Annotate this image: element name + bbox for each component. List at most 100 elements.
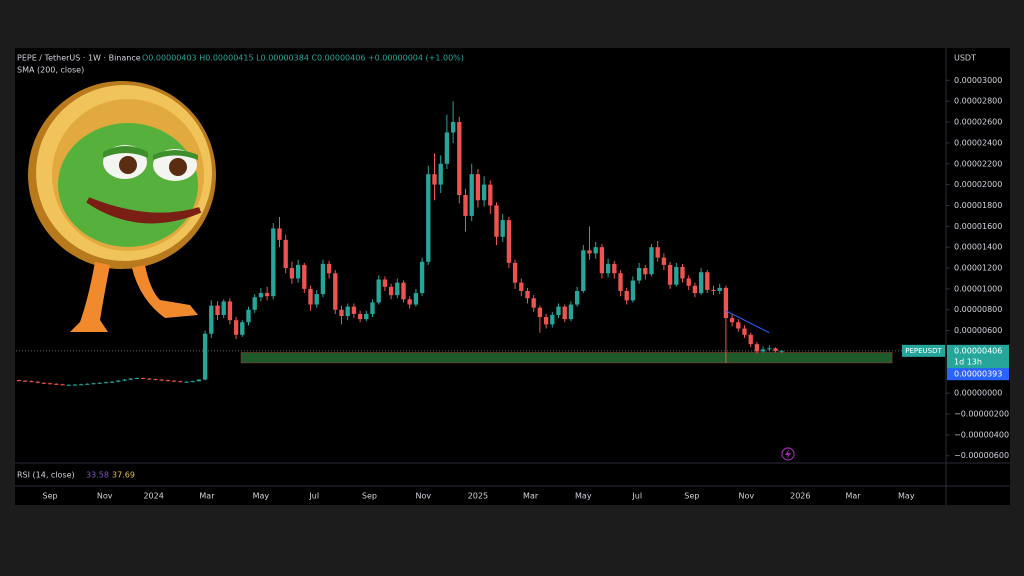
candle-body [475, 174, 481, 201]
candle-body [760, 349, 766, 352]
support-zone [240, 352, 893, 364]
x-tick-label: 2025 [468, 492, 488, 501]
x-tick-label: Nov [97, 492, 113, 501]
candle-body [23, 380, 28, 382]
rsi-label: RSI (14, close) [17, 471, 75, 480]
y-tick-label: 0.00001800 [954, 201, 1002, 210]
x-tick-label: Mar [199, 492, 215, 501]
candle-body [209, 305, 214, 334]
candle-body [494, 205, 499, 237]
candle-body [60, 384, 65, 386]
candle-body [103, 382, 109, 384]
candle-body [395, 282, 400, 296]
candle-body [339, 309, 344, 317]
alert-icon[interactable] [781, 447, 795, 461]
candle-body [779, 350, 784, 352]
candle-body [457, 122, 462, 196]
candle-body [525, 290, 530, 299]
candle-body [29, 381, 34, 383]
candle-body [488, 184, 493, 206]
candle-body [35, 381, 40, 383]
candle-body [556, 306, 561, 315]
x-tick-label: Nov [739, 492, 755, 501]
candle-body [587, 250, 592, 254]
candle-body [320, 263, 326, 295]
x-tick-label: Nov [416, 492, 432, 501]
candle-body [680, 266, 685, 279]
sma-price-badge [947, 368, 1009, 381]
countdown-text: 1d 13h [954, 357, 982, 366]
symbol-badge-text: PEPEUSDT [905, 347, 942, 355]
candle-body [66, 384, 71, 386]
candle-body [618, 273, 623, 291]
y-tick-label: −0.00000200 [954, 410, 1009, 419]
candle-body [376, 279, 381, 303]
candle-body [140, 378, 146, 380]
candle-body [97, 382, 102, 384]
candle-body [54, 383, 59, 385]
x-tick-label: 2026 [790, 492, 810, 501]
candle-body [252, 297, 257, 310]
candle-body [574, 290, 580, 305]
candle-body [599, 247, 605, 274]
candle-body [481, 184, 487, 201]
candle-body [736, 322, 741, 329]
x-tick-label: Sep [43, 492, 58, 501]
pepe-illustration [28, 81, 216, 332]
candle-body [258, 293, 264, 298]
candle-body [85, 383, 90, 385]
candle-body [41, 382, 47, 384]
candle-body [326, 263, 332, 274]
candle-body [289, 268, 295, 279]
candle-body [227, 301, 233, 321]
candle-body [72, 384, 78, 386]
x-tick-label: May [575, 492, 592, 501]
candle-body [500, 220, 505, 237]
candle-body [134, 378, 140, 380]
candle-body [519, 282, 524, 291]
candle-body [450, 122, 456, 133]
x-tick-label: Mar [523, 492, 539, 501]
candle-body [723, 287, 729, 319]
rsi-value: 37.69 [112, 471, 135, 480]
candle-body [754, 344, 760, 352]
candle-body [277, 228, 282, 240]
frog-face [58, 123, 198, 247]
x-tick-label: 2024 [143, 492, 163, 501]
candle-body [562, 306, 567, 320]
candle-body [568, 304, 574, 320]
frog-eyelid [153, 150, 198, 160]
y-tick-label: 0.00002400 [954, 138, 1002, 147]
candle-body [333, 273, 338, 310]
last-price-badge [947, 344, 1009, 369]
candle-body [184, 381, 189, 383]
candle-body [221, 301, 226, 315]
candle-body [432, 174, 437, 185]
candle-body [748, 334, 753, 345]
alert-bolt [785, 449, 791, 459]
frog-eyelid [103, 146, 148, 158]
candle-body [407, 299, 412, 305]
candle-body [767, 348, 772, 350]
candle-body [128, 378, 133, 380]
candle-body [147, 378, 152, 380]
trendline [725, 310, 770, 334]
price-axis-title: USDT [954, 54, 976, 63]
candle-body [550, 314, 555, 325]
candle-body [271, 228, 276, 297]
frog-leg [70, 262, 110, 332]
y-tick-label: 0.00000600 [954, 326, 1002, 335]
candle-body [153, 379, 158, 381]
candle-body [122, 379, 127, 381]
y-tick-label: −0.00000600 [954, 451, 1009, 460]
candle-body [636, 268, 642, 281]
y-tick-label: 0.00001400 [954, 243, 1002, 252]
candle-body [438, 163, 443, 185]
candle-body [649, 247, 654, 275]
candle-body [388, 286, 394, 296]
candle-body [202, 333, 208, 380]
candle-body [469, 174, 474, 216]
last-price-text: 0.00000406 [954, 346, 1002, 355]
y-tick-label: 0.00001200 [954, 264, 1002, 273]
